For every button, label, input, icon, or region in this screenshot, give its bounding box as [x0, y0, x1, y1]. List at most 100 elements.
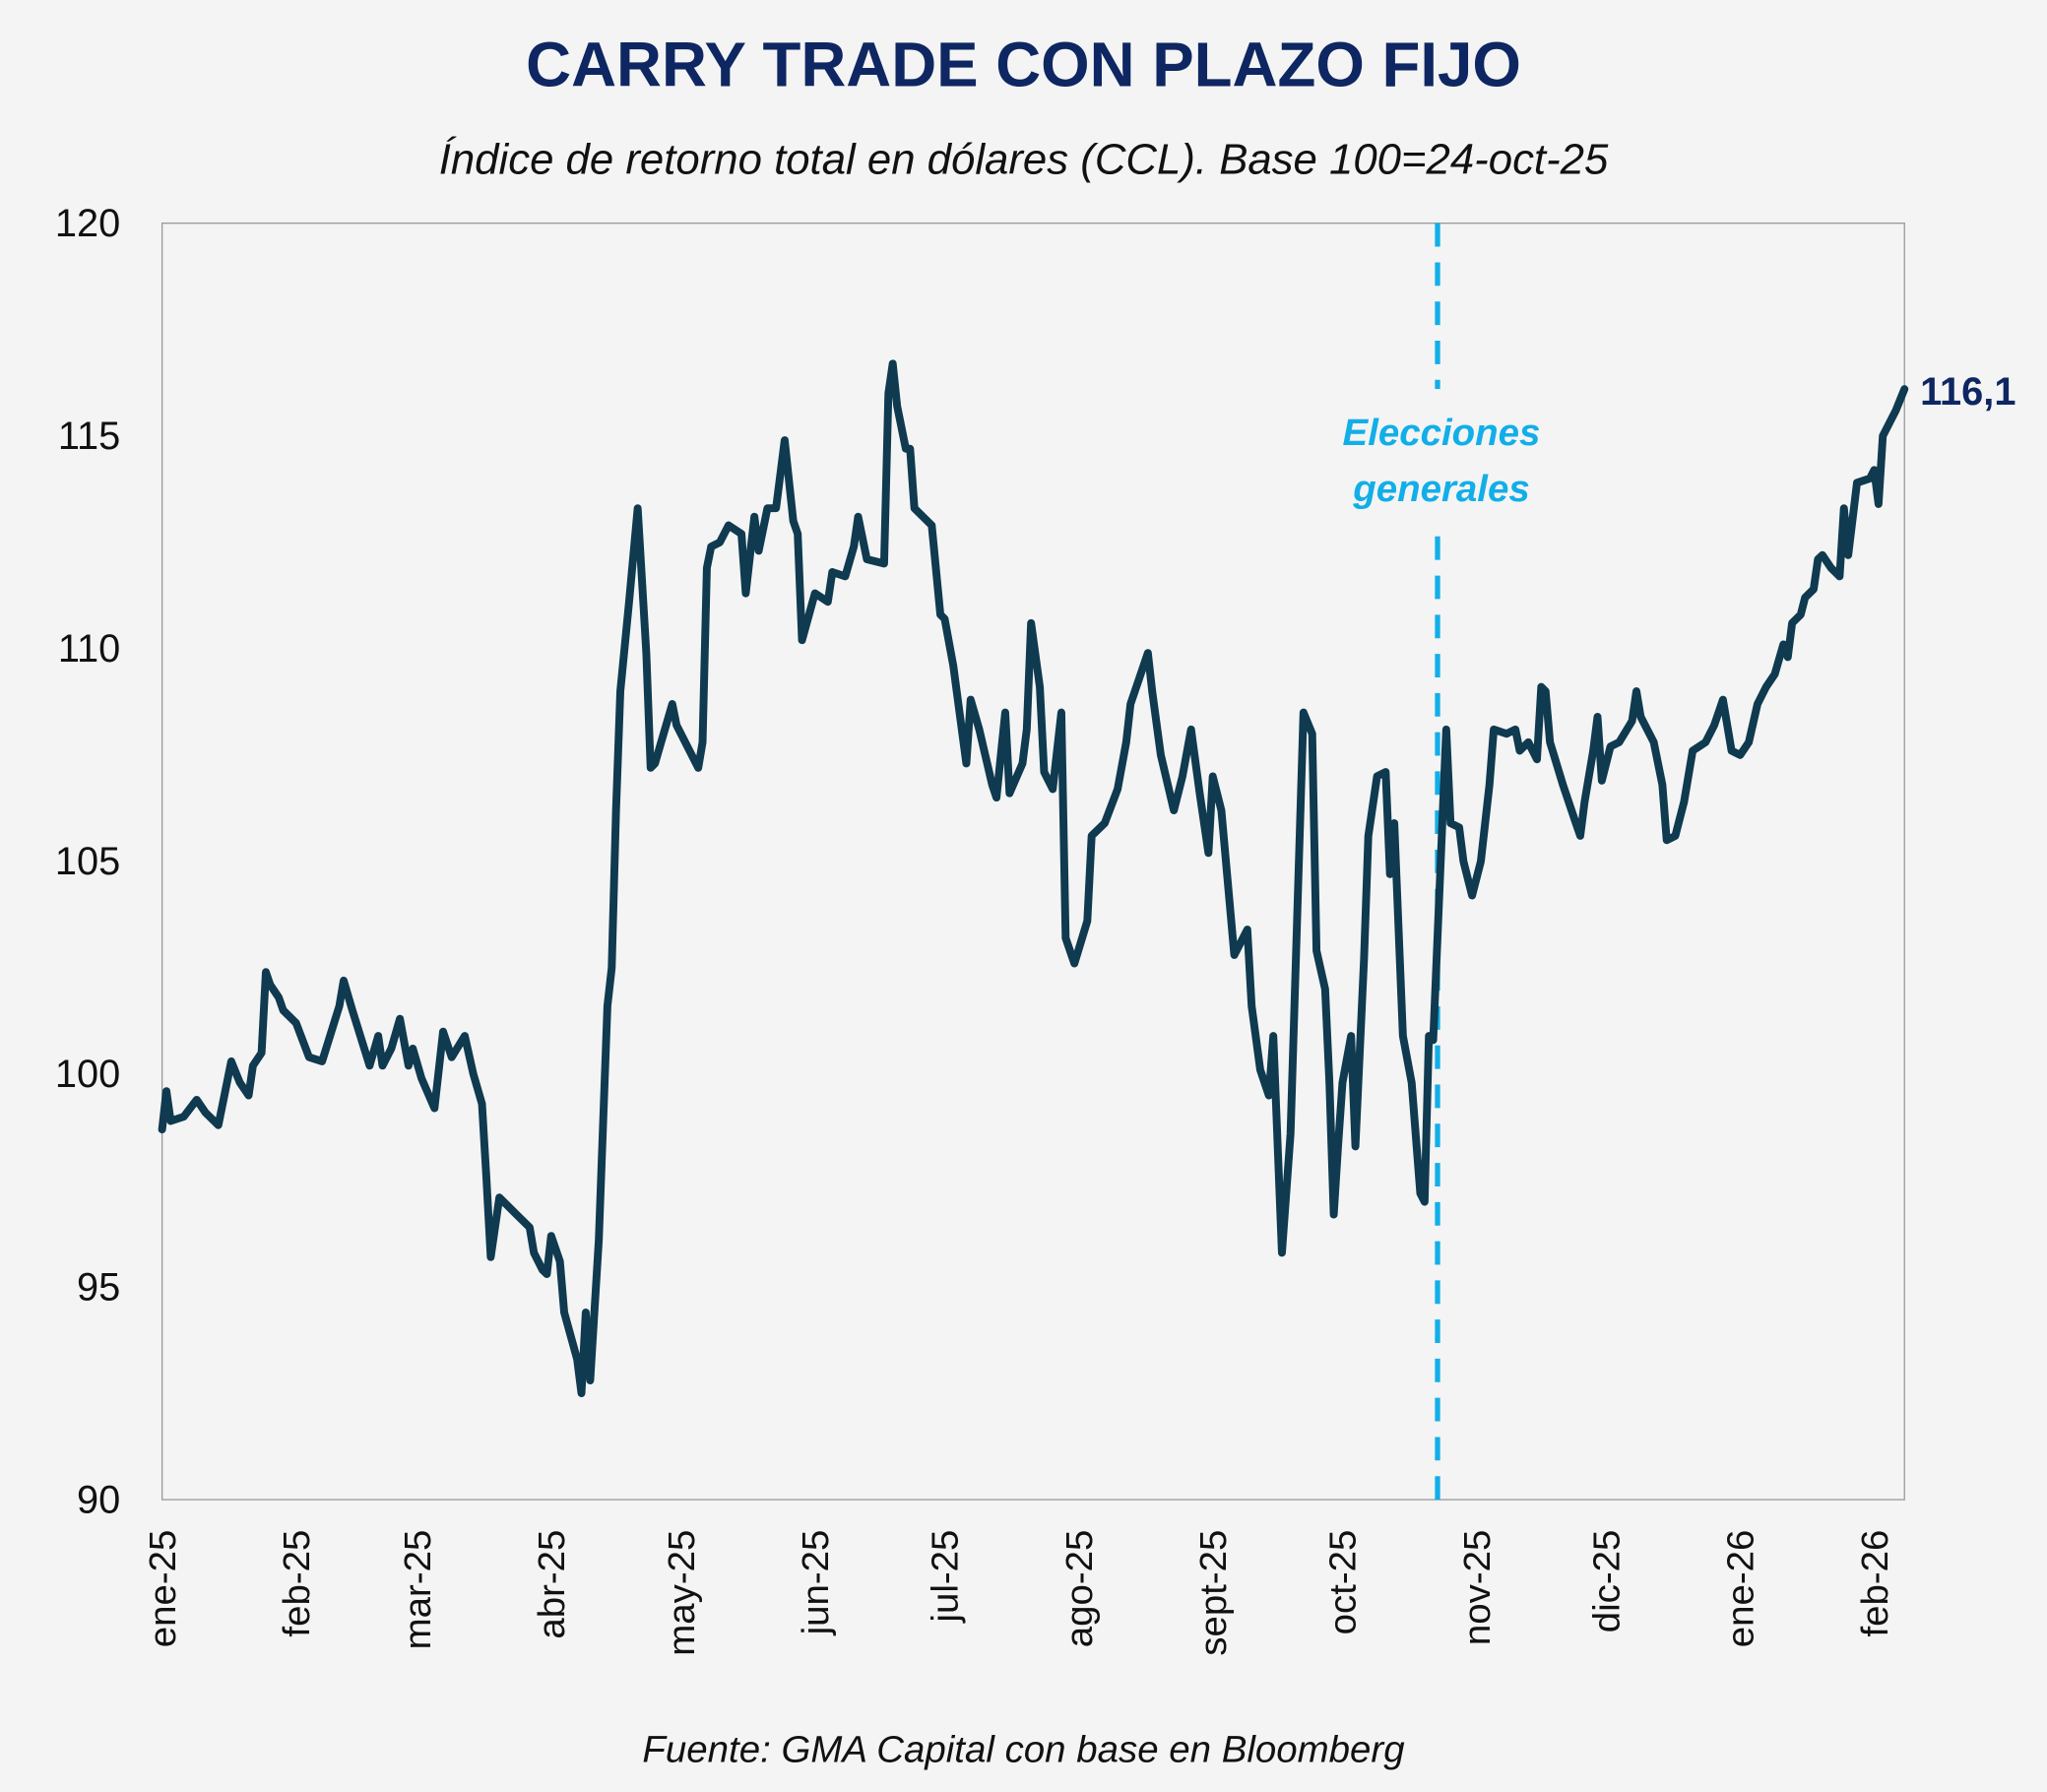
data-point — [377, 1035, 379, 1037]
data-point — [757, 549, 760, 552]
data-point — [321, 1060, 323, 1062]
data-point — [1160, 754, 1162, 756]
chart-title: CARRY TRADE CON PLAZO FIJO — [526, 30, 1521, 99]
data-point — [1315, 949, 1317, 952]
data-point — [610, 967, 612, 969]
data-point — [1290, 1132, 1292, 1135]
data-point — [965, 762, 968, 765]
data-point — [580, 1392, 583, 1394]
data-point — [697, 767, 699, 769]
y-tick-label: 105 — [55, 840, 120, 883]
x-tick-label: abr-25 — [531, 1530, 573, 1639]
data-point — [793, 520, 795, 522]
data-point — [1536, 758, 1538, 760]
data-point — [1592, 749, 1594, 752]
data-point — [1411, 1081, 1413, 1084]
data-point — [1445, 729, 1447, 731]
data-point — [1086, 920, 1088, 923]
data-point — [412, 1048, 414, 1050]
data-point — [442, 1031, 444, 1033]
data-point — [887, 392, 890, 395]
data-point — [1489, 784, 1491, 786]
data-point — [654, 762, 656, 765]
data-point — [645, 652, 648, 654]
x-tick-label: ene-25 — [142, 1530, 184, 1648]
x-tick-label: dic-25 — [1586, 1530, 1629, 1633]
data-point — [1493, 729, 1495, 731]
data-point — [278, 996, 280, 998]
data-point — [1782, 643, 1784, 646]
data-point — [740, 533, 742, 535]
data-point — [1813, 588, 1815, 590]
data-point — [390, 1048, 393, 1050]
data-point — [970, 698, 972, 701]
data-point — [1030, 622, 1032, 624]
data-point — [1514, 729, 1516, 731]
data-point — [1432, 1039, 1435, 1042]
data-point — [1765, 686, 1767, 688]
data-point — [545, 1273, 548, 1275]
data-point — [533, 1251, 535, 1254]
data-point — [269, 984, 272, 986]
data-point — [1704, 741, 1706, 743]
data-point — [797, 533, 799, 535]
data-point — [1562, 784, 1565, 786]
data-point — [1773, 673, 1776, 675]
data-point — [1268, 1094, 1270, 1097]
data-point — [1368, 835, 1370, 837]
data-point — [1791, 622, 1793, 624]
data-point — [1661, 784, 1664, 786]
data-point — [1882, 435, 1884, 437]
y-tick-label: 100 — [55, 1053, 120, 1096]
data-point — [1190, 729, 1192, 731]
data-point — [1250, 1005, 1252, 1007]
data-point — [1639, 716, 1642, 718]
data-point — [308, 1056, 310, 1058]
data-point — [1008, 793, 1010, 795]
data-point — [1674, 835, 1677, 837]
data-point — [196, 1099, 198, 1101]
data-point — [1021, 762, 1024, 765]
series-points — [160, 362, 1905, 1394]
x-tick-label: ene-26 — [1720, 1530, 1762, 1648]
data-point — [883, 562, 885, 565]
data-point — [550, 1235, 552, 1237]
data-point — [1631, 720, 1633, 722]
data-point — [905, 448, 907, 450]
data-point — [1847, 554, 1849, 556]
data-point — [1462, 861, 1465, 863]
x-tick-label: feb-25 — [276, 1530, 318, 1637]
data-point — [831, 571, 833, 573]
data-point — [719, 542, 721, 544]
data-point — [433, 1107, 435, 1110]
data-point — [222, 1103, 224, 1105]
data-point — [1052, 788, 1054, 791]
data-point — [1873, 469, 1876, 471]
data-point — [408, 1064, 410, 1066]
x-tick-label: oct-25 — [1322, 1530, 1365, 1635]
data-point — [615, 809, 617, 811]
data-point — [607, 1005, 608, 1007]
data-point — [1822, 554, 1823, 556]
data-point — [1182, 775, 1183, 778]
data-point — [1375, 775, 1378, 778]
data-point — [1730, 749, 1733, 752]
plot-area — [160, 223, 1905, 1501]
data-point — [1843, 507, 1845, 509]
data-point — [1817, 558, 1820, 560]
data-point — [1748, 741, 1750, 743]
data-point — [650, 767, 652, 769]
data-point — [1596, 716, 1599, 718]
data-point — [576, 1358, 578, 1361]
data-point — [399, 1018, 401, 1020]
data-point — [1894, 410, 1897, 412]
data-point — [619, 690, 621, 692]
data-point — [744, 592, 747, 595]
data-point — [853, 545, 855, 547]
data-point — [1878, 503, 1880, 505]
data-point — [1609, 745, 1612, 747]
data-point — [1829, 567, 1832, 569]
data-point — [1220, 809, 1223, 811]
data-point — [1424, 1200, 1426, 1203]
